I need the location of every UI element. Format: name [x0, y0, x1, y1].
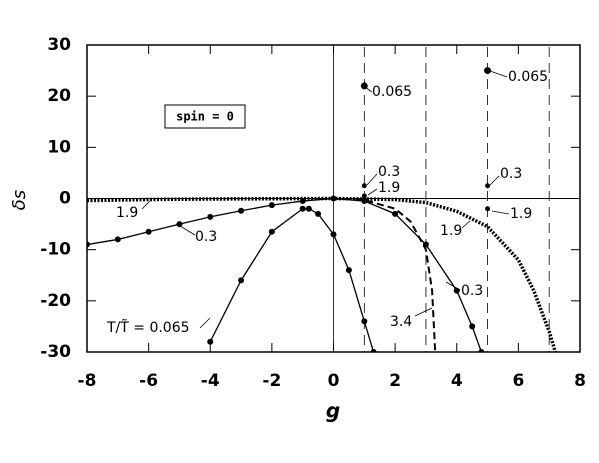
x-tick-label: -6	[139, 371, 158, 391]
x-tick-label: 0	[328, 371, 340, 391]
annotation: spin = 0	[176, 110, 234, 124]
series-marker	[87, 241, 90, 248]
y-tick-label: 30	[47, 35, 71, 55]
point	[485, 183, 491, 189]
point	[361, 183, 367, 189]
series-marker	[145, 228, 152, 235]
series-marker	[305, 205, 312, 212]
series-marker	[238, 207, 245, 214]
y-tick-label: 20	[47, 86, 71, 106]
y-tick-label: -20	[40, 291, 71, 311]
curve-label: 3.4	[390, 314, 412, 330]
series-marker	[176, 221, 183, 228]
x-tick-label: 8	[574, 371, 586, 391]
series-marker	[238, 277, 245, 284]
series-marker	[345, 267, 352, 274]
label-leader	[491, 210, 510, 215]
label-leader	[364, 86, 373, 93]
label-leader	[367, 188, 378, 196]
x-tick-label: -4	[201, 371, 220, 391]
x-tick-label: 2	[389, 371, 401, 391]
x-tick-label: 6	[512, 371, 524, 391]
series-marker	[361, 198, 368, 205]
label-leader	[199, 317, 211, 329]
curve-label: 0.3	[500, 166, 522, 182]
series-marker	[114, 236, 121, 243]
y-tick-label: 0	[59, 189, 71, 209]
label-leader	[141, 200, 151, 210]
x-tick-label: 4	[451, 371, 463, 391]
y-tick-label: 10	[47, 137, 71, 157]
point	[361, 193, 367, 199]
series-marker	[478, 349, 485, 352]
label-leader	[489, 70, 508, 78]
y-tick-label: -10	[40, 240, 71, 260]
curve-label: 1.9	[378, 180, 400, 196]
series-marker	[207, 213, 214, 220]
series-marker	[469, 323, 476, 330]
plot-area	[87, 45, 580, 352]
label-leader	[461, 220, 471, 229]
series-marker	[370, 349, 377, 352]
series-marker	[315, 210, 322, 217]
curve-label: 1.9	[510, 206, 532, 222]
curve-label: 0.065	[372, 84, 412, 100]
curve-label: 0.3	[378, 164, 400, 180]
x-tick-label: -2	[262, 371, 281, 391]
series-marker	[361, 318, 368, 325]
x-axis-label: g	[326, 399, 340, 423]
point	[485, 206, 491, 212]
series-marker	[268, 202, 275, 209]
series-marker	[330, 231, 337, 238]
series-marker	[299, 205, 306, 212]
series-marker	[207, 338, 214, 345]
curve-label: 0.3	[195, 229, 217, 245]
point	[484, 67, 492, 75]
label-leader	[366, 173, 378, 186]
label-leader	[489, 175, 500, 186]
annotation-box	[164, 104, 246, 129]
x-tick-label: -8	[78, 371, 97, 391]
series-marker	[268, 228, 275, 235]
series-marker	[392, 210, 399, 217]
label-leader	[414, 307, 433, 317]
curve-label: 1.9	[116, 205, 138, 221]
y-axis-label: δs	[9, 190, 30, 210]
label-leader	[179, 225, 196, 236]
label-leader	[445, 281, 461, 291]
curve-label: 1.9	[440, 223, 462, 239]
y-tick-label: -30	[40, 342, 71, 362]
series-line	[87, 196, 558, 352]
curve-label: 0.3	[461, 283, 483, 299]
series-line	[333, 197, 437, 352]
curve-label: 0.065	[508, 69, 548, 85]
series-line	[209, 208, 375, 352]
curve-label: T/T̃ = 0.065	[106, 319, 190, 336]
